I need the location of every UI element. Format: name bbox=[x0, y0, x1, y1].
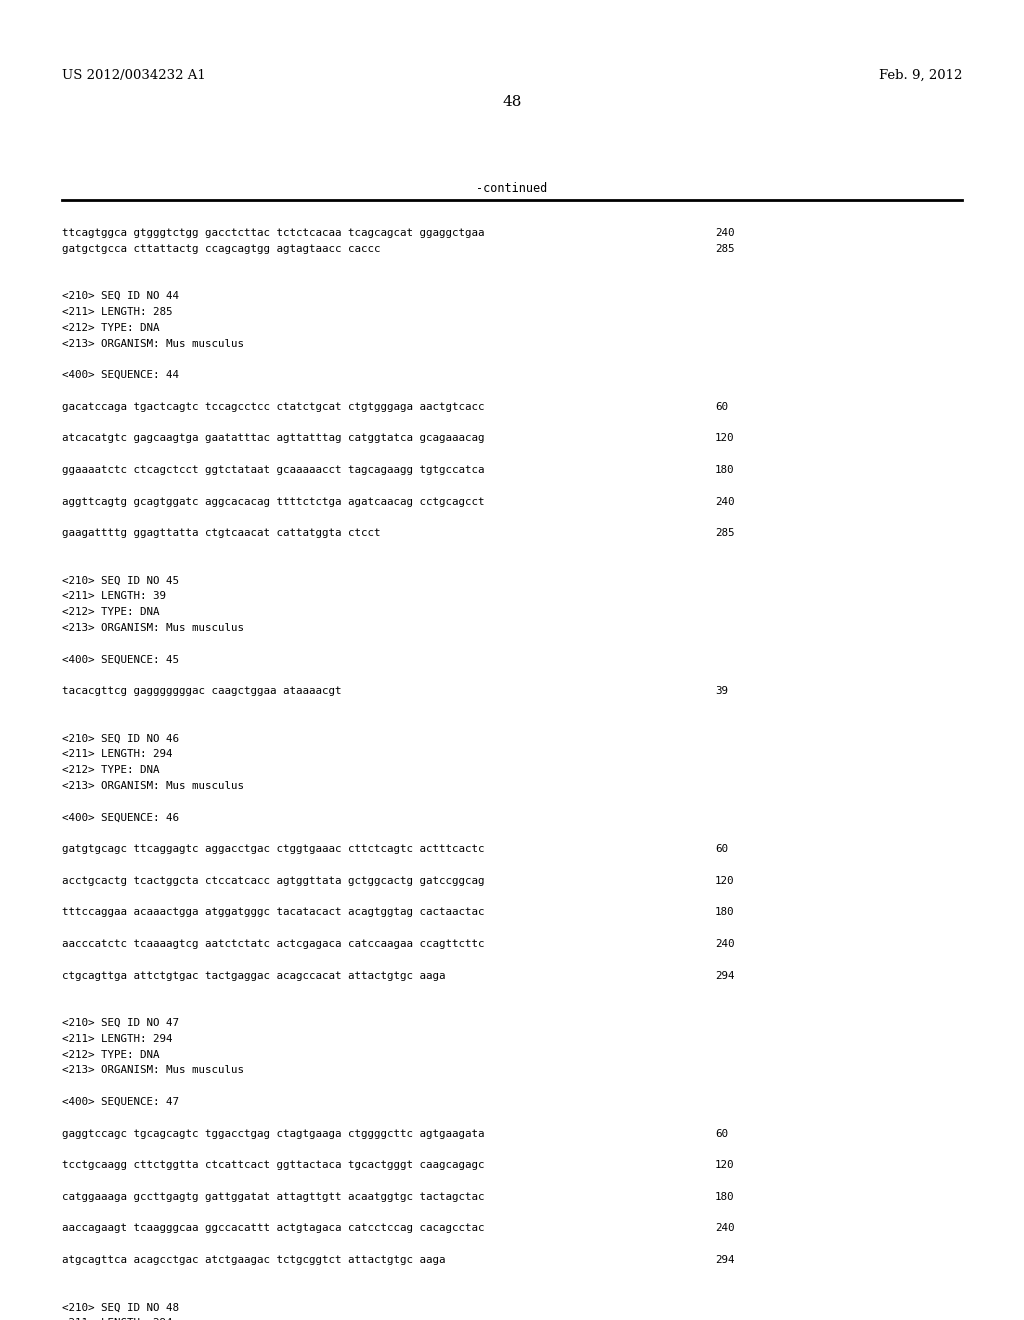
Text: 180: 180 bbox=[715, 1192, 734, 1201]
Text: aggttcagtg gcagtggatc aggcacacag ttttctctga agatcaacag cctgcagcct: aggttcagtg gcagtggatc aggcacacag ttttctc… bbox=[62, 496, 484, 507]
Text: <212> TYPE: DNA: <212> TYPE: DNA bbox=[62, 1049, 160, 1060]
Text: <213> ORGANISM: Mus musculus: <213> ORGANISM: Mus musculus bbox=[62, 781, 244, 791]
Text: ctgcagttga attctgtgac tactgaggac acagccacat attactgtgc aaga: ctgcagttga attctgtgac tactgaggac acagcca… bbox=[62, 970, 445, 981]
Text: 60: 60 bbox=[715, 845, 728, 854]
Text: tacacgttcg gagggggggac caagctggaa ataaaacgt: tacacgttcg gagggggggac caagctggaa ataaaa… bbox=[62, 686, 341, 696]
Text: <210> SEQ ID NO 45: <210> SEQ ID NO 45 bbox=[62, 576, 179, 586]
Text: <210> SEQ ID NO 48: <210> SEQ ID NO 48 bbox=[62, 1303, 179, 1312]
Text: 39: 39 bbox=[715, 686, 728, 696]
Text: gaggtccagc tgcagcagtc tggacctgag ctagtgaaga ctggggcttc agtgaagata: gaggtccagc tgcagcagtc tggacctgag ctagtga… bbox=[62, 1129, 484, 1139]
Text: <212> TYPE: DNA: <212> TYPE: DNA bbox=[62, 323, 160, 333]
Text: <213> ORGANISM: Mus musculus: <213> ORGANISM: Mus musculus bbox=[62, 1065, 244, 1076]
Text: US 2012/0034232 A1: US 2012/0034232 A1 bbox=[62, 69, 206, 82]
Text: <212> TYPE: DNA: <212> TYPE: DNA bbox=[62, 607, 160, 618]
Text: gaagattttg ggagttatta ctgtcaacat cattatggta ctcct: gaagattttg ggagttatta ctgtcaacat cattatg… bbox=[62, 528, 381, 539]
Text: aaccagaagt tcaagggcaa ggccacattt actgtagaca catcctccag cacagcctac: aaccagaagt tcaagggcaa ggccacattt actgtag… bbox=[62, 1224, 484, 1233]
Text: ggaaaatctc ctcagctcct ggtctataat gcaaaaacct tagcagaagg tgtgccatca: ggaaaatctc ctcagctcct ggtctataat gcaaaaa… bbox=[62, 465, 484, 475]
Text: 294: 294 bbox=[715, 970, 734, 981]
Text: 240: 240 bbox=[715, 228, 734, 238]
Text: 240: 240 bbox=[715, 496, 734, 507]
Text: <210> SEQ ID NO 46: <210> SEQ ID NO 46 bbox=[62, 734, 179, 743]
Text: <212> TYPE: DNA: <212> TYPE: DNA bbox=[62, 766, 160, 775]
Text: Feb. 9, 2012: Feb. 9, 2012 bbox=[879, 69, 962, 82]
Text: 285: 285 bbox=[715, 244, 734, 253]
Text: <213> ORGANISM: Mus musculus: <213> ORGANISM: Mus musculus bbox=[62, 623, 244, 634]
Text: 180: 180 bbox=[715, 907, 734, 917]
Text: acctgcactg tcactggcta ctccatcacc agtggttata gctggcactg gatccggcag: acctgcactg tcactggcta ctccatcacc agtggtt… bbox=[62, 875, 484, 886]
Text: tcctgcaagg cttctggtta ctcattcact ggttactaca tgcactgggt caagcagagc: tcctgcaagg cttctggtta ctcattcact ggttact… bbox=[62, 1160, 484, 1171]
Text: tttccaggaa acaaactgga atggatgggc tacatacact acagtggtag cactaactac: tttccaggaa acaaactgga atggatgggc tacatac… bbox=[62, 907, 484, 917]
Text: gacatccaga tgactcagtc tccagcctcc ctatctgcat ctgtgggaga aactgtcacc: gacatccaga tgactcagtc tccagcctcc ctatctg… bbox=[62, 401, 484, 412]
Text: -continued: -continued bbox=[476, 182, 548, 195]
Text: 180: 180 bbox=[715, 465, 734, 475]
Text: 294: 294 bbox=[715, 1255, 734, 1265]
Text: gatgctgcca cttattactg ccagcagtgg agtagtaacc caccc: gatgctgcca cttattactg ccagcagtgg agtagta… bbox=[62, 244, 381, 253]
Text: <400> SEQUENCE: 45: <400> SEQUENCE: 45 bbox=[62, 655, 179, 664]
Text: catggaaaga gccttgagtg gattggatat attagttgtt acaatggtgc tactagctac: catggaaaga gccttgagtg gattggatat attagtt… bbox=[62, 1192, 484, 1201]
Text: <210> SEQ ID NO 44: <210> SEQ ID NO 44 bbox=[62, 292, 179, 301]
Text: <211> LENGTH: 285: <211> LENGTH: 285 bbox=[62, 308, 172, 317]
Text: 120: 120 bbox=[715, 1160, 734, 1171]
Text: atcacatgtc gagcaagtga gaatatttac agttatttag catggtatca gcagaaacag: atcacatgtc gagcaagtga gaatatttac agttatt… bbox=[62, 433, 484, 444]
Text: atgcagttca acagcctgac atctgaagac tctgcggtct attactgtgc aaga: atgcagttca acagcctgac atctgaagac tctgcgg… bbox=[62, 1255, 445, 1265]
Text: 240: 240 bbox=[715, 939, 734, 949]
Text: <211> LENGTH: 294: <211> LENGTH: 294 bbox=[62, 1319, 172, 1320]
Text: gatgtgcagc ttcaggagtc aggacctgac ctggtgaaac cttctcagtc actttcactc: gatgtgcagc ttcaggagtc aggacctgac ctggtga… bbox=[62, 845, 484, 854]
Text: 285: 285 bbox=[715, 528, 734, 539]
Text: 60: 60 bbox=[715, 401, 728, 412]
Text: <400> SEQUENCE: 44: <400> SEQUENCE: 44 bbox=[62, 370, 179, 380]
Text: ttcagtggca gtgggtctgg gacctcttac tctctcacaa tcagcagcat ggaggctgaa: ttcagtggca gtgggtctgg gacctcttac tctctca… bbox=[62, 228, 484, 238]
Text: <210> SEQ ID NO 47: <210> SEQ ID NO 47 bbox=[62, 1018, 179, 1028]
Text: <213> ORGANISM: Mus musculus: <213> ORGANISM: Mus musculus bbox=[62, 339, 244, 348]
Text: aacccatctc tcaaaagtcg aatctctatc actcgagaca catccaagaa ccagttcttc: aacccatctc tcaaaagtcg aatctctatc actcgag… bbox=[62, 939, 484, 949]
Text: 48: 48 bbox=[503, 95, 521, 110]
Text: 120: 120 bbox=[715, 433, 734, 444]
Text: <211> LENGTH: 294: <211> LENGTH: 294 bbox=[62, 1034, 172, 1044]
Text: 240: 240 bbox=[715, 1224, 734, 1233]
Text: <211> LENGTH: 294: <211> LENGTH: 294 bbox=[62, 750, 172, 759]
Text: <400> SEQUENCE: 47: <400> SEQUENCE: 47 bbox=[62, 1097, 179, 1107]
Text: 60: 60 bbox=[715, 1129, 728, 1139]
Text: <400> SEQUENCE: 46: <400> SEQUENCE: 46 bbox=[62, 813, 179, 822]
Text: 120: 120 bbox=[715, 875, 734, 886]
Text: <211> LENGTH: 39: <211> LENGTH: 39 bbox=[62, 591, 166, 602]
